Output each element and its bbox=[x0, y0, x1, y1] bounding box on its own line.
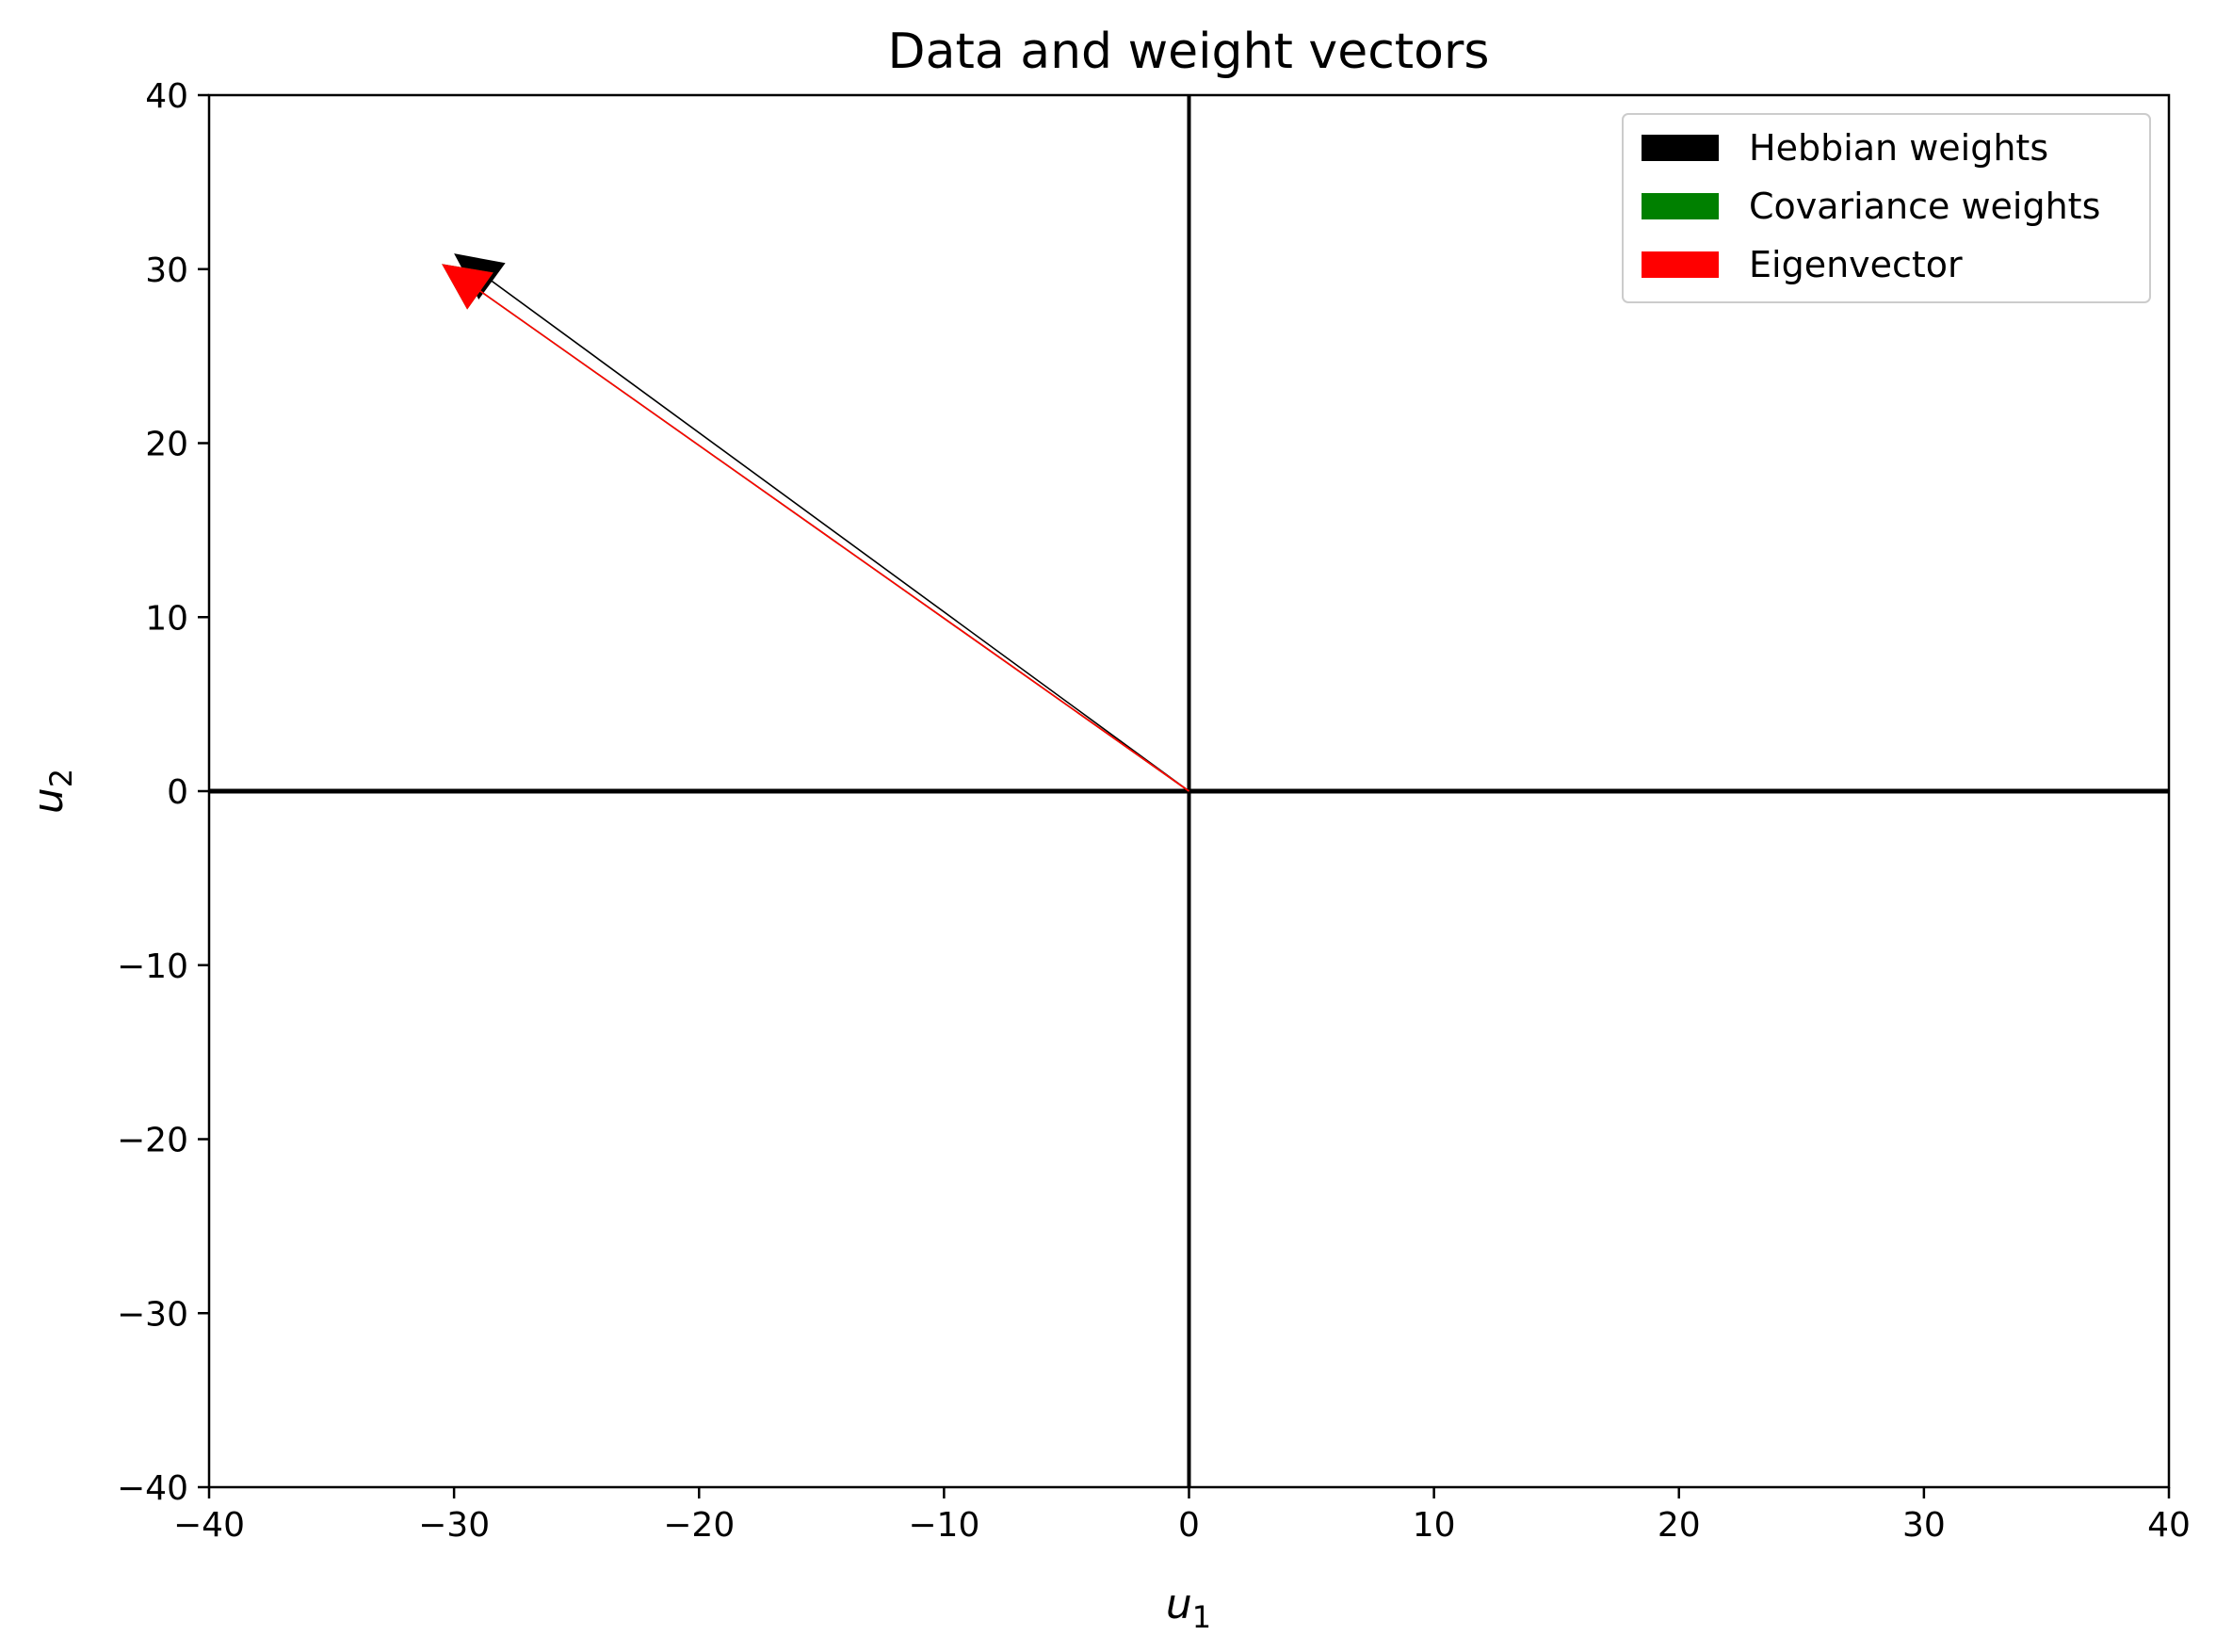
y-axis-title-group: u2 bbox=[24, 769, 79, 814]
chart-title: Data and weight vectors bbox=[888, 24, 1490, 80]
legend-label: Hebbian weights bbox=[1749, 127, 2048, 169]
legend-box bbox=[1622, 113, 2151, 303]
y-axis-title-subscript: 2 bbox=[43, 769, 79, 787]
y-tick-label: 40 bbox=[145, 77, 188, 116]
vector-arrow bbox=[454, 253, 1190, 792]
weight-vectors bbox=[442, 253, 1190, 792]
y-tick-label: 10 bbox=[145, 599, 188, 638]
legend: Hebbian weights Covariance weights Eigenve… bbox=[1622, 113, 2151, 303]
y-axis-title: u2 bbox=[24, 769, 79, 814]
y-tick-label: −10 bbox=[117, 947, 188, 986]
legend-swatch bbox=[1642, 193, 1719, 219]
y-tick-label: 0 bbox=[167, 773, 188, 812]
x-tick-label: −40 bbox=[173, 1506, 245, 1545]
y-tick-label: −40 bbox=[117, 1469, 188, 1508]
x-tick-label: 10 bbox=[1413, 1506, 1456, 1545]
legend-swatch bbox=[1642, 135, 1719, 161]
y-tick-label: 20 bbox=[145, 426, 188, 464]
x-axis-title: u1 bbox=[1166, 1580, 1211, 1635]
x-tick-label: 40 bbox=[2147, 1506, 2191, 1545]
x-axis-title-base: u bbox=[1166, 1580, 1192, 1628]
x-axis-title-subscript: 1 bbox=[1192, 1599, 1211, 1635]
x-tick-label: −10 bbox=[908, 1506, 979, 1545]
y-axis-title-base: u bbox=[24, 787, 73, 814]
x-tick-label: 0 bbox=[1178, 1506, 1200, 1545]
x-tick-label: −30 bbox=[418, 1506, 490, 1545]
x-tick-label: 20 bbox=[1658, 1506, 1701, 1545]
legend-label: Covariance weights bbox=[1749, 186, 2100, 227]
legend-swatch bbox=[1642, 251, 1719, 278]
x-axis-ticks: −40 −30 −20 −10 0 10 20 30 40 bbox=[173, 1487, 2191, 1545]
y-tick-label: 30 bbox=[145, 251, 188, 290]
y-axis-ticks: −40 −30 −20 −10 0 10 20 30 40 bbox=[117, 77, 209, 1508]
x-tick-label: −20 bbox=[663, 1506, 735, 1545]
legend-label: Eigenvector bbox=[1749, 244, 1963, 285]
y-tick-label: −20 bbox=[117, 1122, 188, 1160]
x-tick-label: 30 bbox=[1902, 1506, 1946, 1545]
vector-arrow bbox=[442, 264, 1190, 792]
y-tick-label: −30 bbox=[117, 1295, 188, 1334]
